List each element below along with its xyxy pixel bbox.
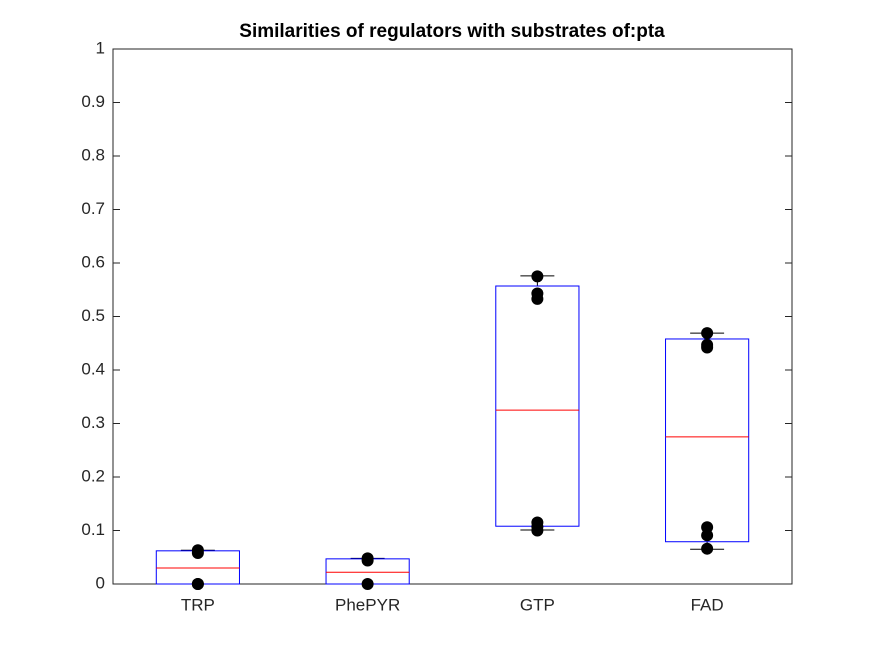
x-tick-label: TRP	[181, 595, 215, 614]
plot-area	[112, 48, 793, 585]
y-tick-label: 0.7	[81, 199, 105, 218]
y-tick-label: 0.8	[81, 145, 105, 164]
y-tick-label: 0.5	[81, 306, 105, 325]
x-tick-label: PhePYR	[335, 595, 400, 614]
y-tick-label: 1	[96, 38, 105, 57]
data-point	[191, 578, 204, 590]
data-point	[361, 578, 374, 590]
y-tick-label: 0	[96, 573, 105, 592]
data-point	[361, 554, 374, 567]
data-point	[701, 529, 714, 542]
data-point	[531, 270, 544, 283]
data-point	[531, 292, 544, 305]
y-tick-label: 0.4	[81, 359, 105, 378]
data-point	[191, 546, 204, 559]
data-point	[701, 341, 714, 354]
y-tick-label: 0.6	[81, 252, 105, 271]
chart-title: Similarities of regulators with substrat…	[239, 21, 665, 42]
data-point	[701, 327, 714, 340]
data-point	[701, 542, 714, 555]
y-tick-label: 0.9	[81, 92, 105, 111]
x-tick-label: GTP	[520, 595, 555, 614]
x-tick-label: FAD	[691, 595, 724, 614]
y-tick-label: 0.2	[81, 466, 105, 485]
data-point	[531, 524, 544, 537]
y-tick-label: 0.1	[81, 520, 105, 539]
y-tick-label: 0.3	[81, 413, 105, 432]
